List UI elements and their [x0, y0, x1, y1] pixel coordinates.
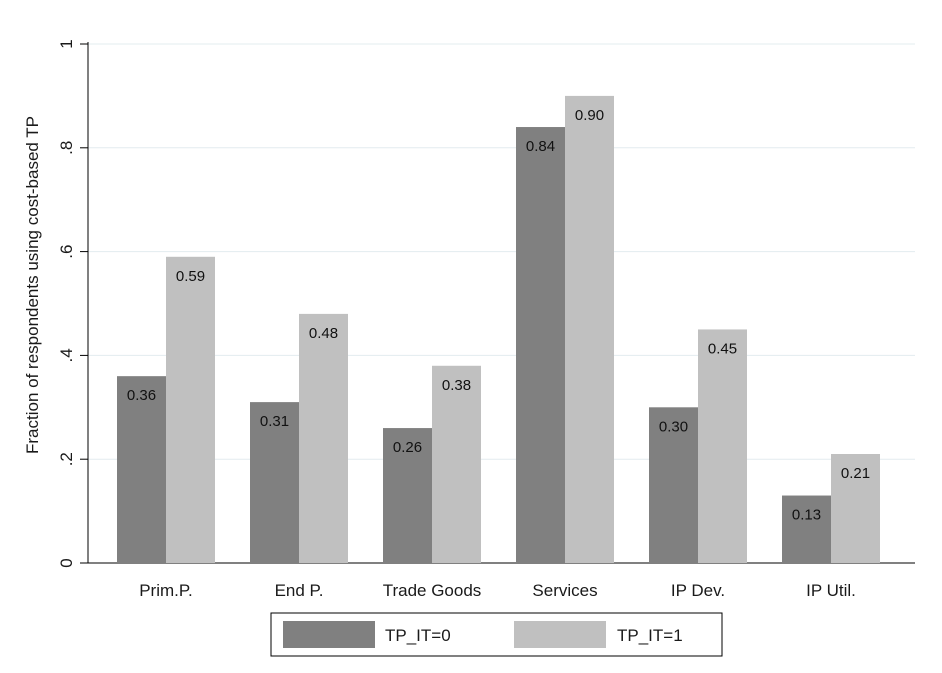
bar-tp-it-0 [649, 407, 698, 563]
bar-tp-it-1 [299, 313, 348, 563]
bar-tp-it-1 [432, 365, 481, 563]
bar-tp-it-0 [782, 495, 831, 563]
bar-tp-it-1 [565, 95, 614, 564]
y-tick-label: .2 [57, 452, 76, 466]
bar-value-label: 0.45 [708, 340, 737, 357]
bar-value-label: 0.90 [575, 107, 604, 124]
bar-tp-it-1 [698, 329, 747, 563]
y-tick-label: 1 [57, 39, 76, 48]
y-tick-label: .6 [57, 245, 76, 259]
bar-tp-it-0 [250, 402, 299, 563]
y-axis-title: Fraction of respondents using cost-based… [23, 116, 42, 454]
bar-tp-it-0 [117, 376, 166, 563]
bar-value-label: 0.26 [393, 439, 422, 456]
legend-swatch [514, 621, 606, 648]
legend-swatch [283, 621, 375, 648]
grid-lines [88, 43, 915, 460]
bar-value-label: 0.38 [442, 377, 471, 394]
x-category-label: Trade Goods [383, 581, 482, 600]
bar-value-label: 0.59 [176, 268, 205, 285]
y-tick-label: .8 [57, 141, 76, 155]
x-category-label: Prim.P. [139, 581, 193, 600]
bar-value-label: 0.31 [260, 413, 289, 430]
bar-value-label: 0.84 [526, 138, 555, 155]
legend-label: TP_IT=1 [617, 626, 683, 645]
bar-tp-it-0 [516, 127, 565, 563]
y-tick-label: 0 [57, 558, 76, 567]
data-labels: 0.36 0.59 0.31 0.48 0.26 0.38 0.84 0.90 0.30 0.45… [127, 107, 870, 524]
bars [117, 95, 880, 564]
bar-tp-it-1 [166, 256, 215, 563]
bar-value-label: 0.36 [127, 387, 156, 404]
legend-label: TP_IT=0 [385, 626, 451, 645]
y-tick-label: .4 [57, 348, 76, 362]
bar-value-label: 0.21 [841, 465, 870, 482]
x-category-label: IP Util. [806, 581, 856, 600]
axes: 0 .2 .4 .6 .8 1 Prim.P. End P. Trade Goods Servic… [57, 39, 915, 600]
bar-value-label: 0.48 [309, 325, 338, 342]
legend: TP_IT=0 TP_IT=1 [270, 612, 723, 657]
bar-value-label: 0.13 [792, 507, 821, 524]
x-category-label: IP Dev. [671, 581, 725, 600]
x-category-label: Services [532, 581, 597, 600]
x-category-label: End P. [275, 581, 324, 600]
bar-tp-it-1 [831, 454, 880, 563]
bar-tp-it-0 [383, 428, 432, 563]
bar-value-label: 0.30 [659, 418, 688, 435]
